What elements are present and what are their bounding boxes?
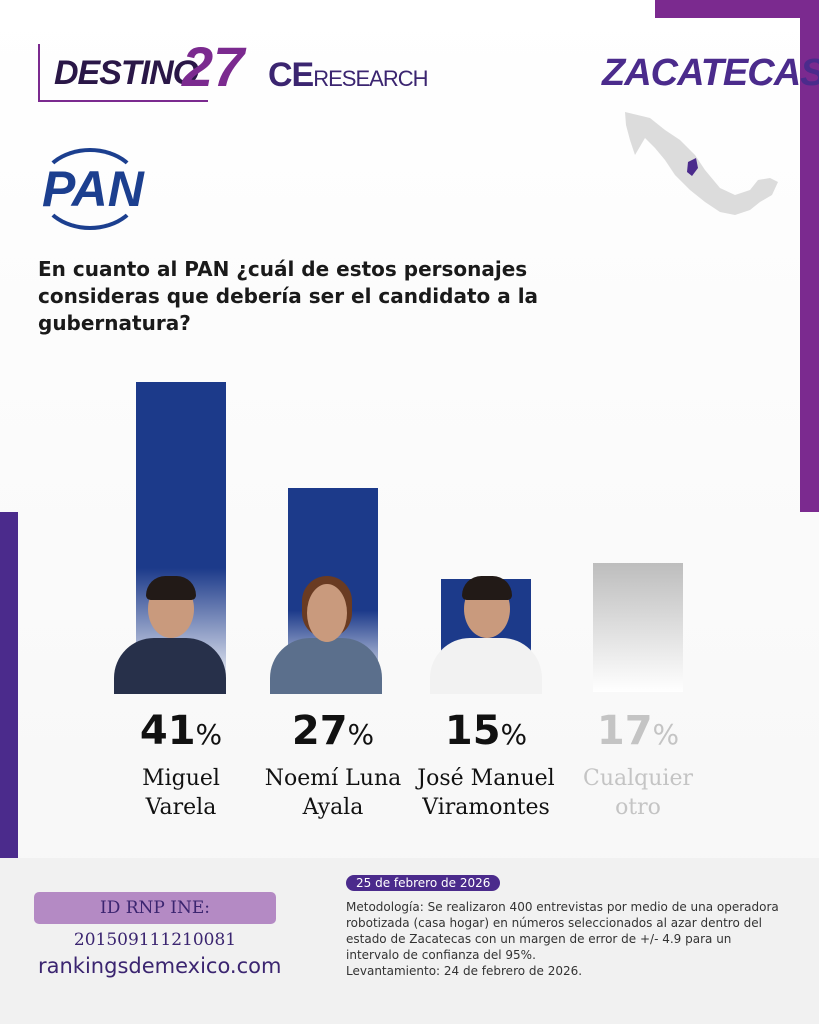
category-label-1: Noemí Luna Ayala <box>257 764 409 822</box>
category-label-line: Varela <box>145 795 217 820</box>
data-value: 15 <box>444 708 501 754</box>
data-label-3: 17% <box>562 708 714 754</box>
category-label-2: José Manuel Viramontes <box>410 764 562 822</box>
website-link[interactable]: rankingsdemexico.com <box>38 954 282 978</box>
data-value: 41 <box>139 708 196 754</box>
rnp-id-badge: ID RNP INE: 201509111210081 <box>34 892 276 950</box>
data-unit: % <box>652 718 680 751</box>
category-label-line: José Manuel <box>417 766 555 791</box>
ce-text: CE <box>268 56 314 94</box>
methodology: Metodología: Se realizaron 400 entrevist… <box>346 899 786 979</box>
data-unit: % <box>195 718 223 751</box>
category-label-line: Viramontes <box>422 795 550 820</box>
data-unit: % <box>500 718 528 751</box>
category-label-line: otro <box>615 795 661 820</box>
data-label-2: 15% <box>410 708 562 754</box>
destino-27-logo: 27 <box>182 35 245 98</box>
state-title: ZACATECAS <box>602 52 819 94</box>
data-value: 17 <box>596 708 653 754</box>
bar-3 <box>593 563 683 692</box>
category-label-3: Cualquier otro <box>562 764 714 822</box>
research-text: RESEARCH <box>313 66 428 91</box>
methodology-text: Metodología: Se realizaron 400 entrevist… <box>346 900 779 962</box>
data-label-0: 41% <box>105 708 257 754</box>
pan-logo: PAN <box>38 148 144 230</box>
mexico-map-icon <box>625 112 778 215</box>
candidate-photo-noemi-luna-ayala <box>270 574 382 694</box>
frame-accent-right <box>800 0 819 512</box>
category-label-line: Noemí Luna <box>264 766 402 791</box>
data-unit: % <box>347 718 375 751</box>
category-label-line: Cualquier <box>583 766 693 791</box>
fieldwork-text: Levantamiento: 24 de febrero de 2026. <box>346 964 583 978</box>
data-value: 27 <box>291 708 348 754</box>
date-badge: 25 de febrero de 2026 <box>346 875 501 891</box>
ce-research-logo: CERESEARCH <box>268 56 428 95</box>
frame-accent-top-right <box>655 0 819 18</box>
category-label-0: Miguel Varela <box>105 764 257 822</box>
category-label-line: Ayala <box>302 795 364 820</box>
data-label-1: 27% <box>257 708 409 754</box>
category-label-line: Miguel <box>142 766 220 791</box>
question-text: En cuanto al PAN ¿cuál de estos personaj… <box>38 257 539 335</box>
destino-logo: DESTINO <box>38 44 208 102</box>
candidate-photo-jose-manuel-viramontes <box>430 574 542 694</box>
candidate-photo-miguel-varela <box>114 574 226 694</box>
